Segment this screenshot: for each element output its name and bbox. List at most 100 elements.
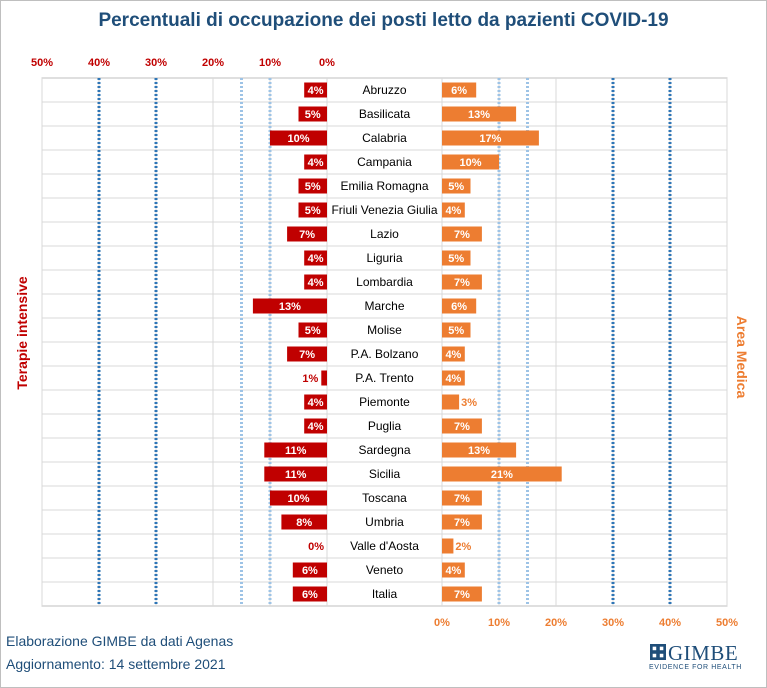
category-label: Calabria [362, 131, 407, 145]
right-bar [442, 226, 482, 242]
left-bar-data-label: 5% [305, 109, 321, 121]
right-bar [442, 586, 482, 602]
right-bar-data-label: 13% [468, 445, 490, 457]
right-bar-data-label: 17% [479, 133, 501, 145]
left-bar-data-label: 11% [285, 469, 307, 481]
category-label: Lombardia [356, 275, 413, 289]
left-bar [287, 346, 327, 362]
left-bar [270, 130, 327, 146]
left-bar [264, 442, 327, 458]
left-bar-data-label: 4% [308, 397, 324, 409]
right-bar [442, 562, 465, 578]
right-bar [442, 154, 499, 170]
left-axis-tick-label: 0% [319, 57, 335, 69]
right-bar-data-label: 7% [454, 493, 470, 505]
left-bar [298, 322, 327, 338]
right-bar-data-label: 5% [448, 253, 464, 265]
category-label: Italia [372, 587, 398, 601]
right-bar-data-label: 5% [448, 325, 464, 337]
right-bar-data-label: 7% [454, 517, 470, 529]
category-label: Piemonte [359, 395, 410, 409]
left-axis-tick-label: 30% [145, 57, 167, 69]
left-bar-data-label: 7% [299, 229, 315, 241]
right-bar-data-label: 4% [445, 349, 461, 361]
left-axis-tick-label: 10% [259, 57, 281, 69]
category-label: P.A. Trento [355, 371, 414, 385]
right-bar [442, 250, 471, 266]
left-axis-tick-label: 40% [88, 57, 110, 69]
category-label: Liguria [366, 251, 402, 265]
logo-name: GIMBE [668, 641, 739, 665]
right-bar-data-label: 6% [451, 301, 467, 313]
left-axis-tick-label: 50% [31, 57, 53, 69]
right-bar-data-label: 2% [455, 541, 471, 553]
left-bar-data-label: 5% [305, 205, 321, 217]
left-bar-data-label: 6% [302, 565, 318, 577]
right-bar-data-label: 3% [461, 397, 477, 409]
right-bar [442, 538, 454, 554]
category-label: P.A. Bolzano [351, 347, 419, 361]
right-bar [442, 298, 477, 314]
left-bar-data-label: 7% [299, 349, 315, 361]
left-bar-data-label: 13% [279, 301, 301, 313]
left-bar-data-label: 4% [308, 277, 324, 289]
right-bar [442, 394, 460, 410]
right-axis-tick-label: 40% [659, 617, 681, 629]
left-bar [304, 394, 327, 410]
category-label: Campania [357, 155, 412, 169]
category-label: Sardegna [358, 443, 410, 457]
left-bar-data-label: 11% [285, 445, 307, 457]
right-bar [442, 346, 465, 362]
right-bar-data-label: 21% [491, 469, 513, 481]
left-bar-data-label: 4% [308, 157, 324, 169]
right-bar-data-label: 7% [454, 589, 470, 601]
footer-update: Aggiornamento: 14 settembre 2021 [6, 656, 226, 672]
right-bar [442, 418, 482, 434]
right-bar [442, 202, 465, 218]
right-bar-data-label: 4% [445, 205, 461, 217]
right-bar [442, 130, 539, 146]
left-axis-label-box: Terapie intensive [14, 276, 30, 390]
right-axis-tick-label: 0% [434, 617, 450, 629]
gimbe-logo-icon [650, 644, 666, 660]
left-bar-data-label: 5% [305, 325, 321, 337]
left-bar [304, 418, 327, 434]
right-bar [442, 82, 477, 98]
category-label: Toscana [362, 491, 407, 505]
left-bar [304, 250, 327, 266]
right-axis-label-box: Area Medica [734, 316, 750, 399]
left-axis-label: Terapie intensive [14, 276, 30, 390]
right-axis-tick-label: 10% [488, 617, 510, 629]
right-bar [442, 322, 471, 338]
right-bar [442, 514, 482, 530]
left-axis-tick-label: 20% [202, 57, 224, 69]
right-bar-data-label: 10% [459, 157, 481, 169]
right-bar-data-label: 4% [445, 373, 461, 385]
right-bar [442, 178, 471, 194]
category-label: Umbria [365, 515, 404, 529]
left-bar [292, 586, 327, 602]
right-bar-data-label: 7% [454, 421, 470, 433]
left-bar [321, 370, 327, 386]
category-label: Basilicata [359, 107, 411, 121]
category-label: Lazio [370, 227, 399, 241]
left-bar [298, 178, 327, 194]
right-bar-data-label: 13% [468, 109, 490, 121]
logo-tagline: EVIDENCE FOR HEALTH [649, 664, 742, 671]
left-bar [298, 106, 327, 122]
category-label: Veneto [366, 563, 404, 577]
left-bar-data-label: 4% [308, 421, 324, 433]
right-bar [442, 106, 517, 122]
right-bar [442, 466, 562, 482]
right-bar-data-label: 5% [448, 181, 464, 193]
right-axis-tick-label: 50% [716, 617, 738, 629]
left-bar [292, 562, 327, 578]
left-bar-data-label: 0% [308, 541, 324, 553]
right-bar [442, 442, 517, 458]
category-label: Marche [364, 299, 404, 313]
right-axis-tick-label: 30% [602, 617, 624, 629]
left-bar [270, 490, 327, 506]
left-bar-data-label: 6% [302, 589, 318, 601]
left-bar-data-label: 5% [305, 181, 321, 193]
